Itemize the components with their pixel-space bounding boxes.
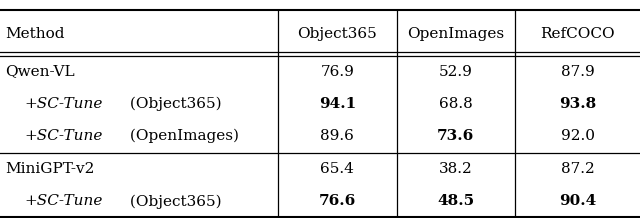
Text: 92.0: 92.0: [561, 129, 595, 143]
Text: Object365: Object365: [298, 27, 377, 41]
Text: 65.4: 65.4: [321, 162, 354, 176]
Text: 73.6: 73.6: [437, 129, 474, 143]
Text: 48.5: 48.5: [437, 194, 474, 208]
Text: Method: Method: [5, 27, 65, 41]
Text: RefCOCO: RefCOCO: [541, 27, 615, 41]
Text: 52.9: 52.9: [439, 65, 472, 78]
Text: +SC-Tune: +SC-Tune: [24, 97, 102, 111]
Text: 94.1: 94.1: [319, 97, 356, 111]
Text: 87.9: 87.9: [561, 65, 595, 78]
Text: OpenImages: OpenImages: [407, 27, 504, 41]
Text: MiniGPT-v2: MiniGPT-v2: [5, 162, 95, 176]
Text: 90.4: 90.4: [559, 194, 596, 208]
Text: 93.8: 93.8: [559, 97, 596, 111]
Text: (OpenImages): (OpenImages): [125, 129, 239, 143]
Text: 38.2: 38.2: [439, 162, 472, 176]
Text: (Object365): (Object365): [125, 194, 222, 209]
Text: 89.6: 89.6: [321, 129, 354, 143]
Text: (Object365): (Object365): [125, 97, 222, 111]
Text: +SC-Tune: +SC-Tune: [24, 129, 102, 143]
Text: 76.6: 76.6: [319, 194, 356, 208]
Text: +SC-Tune: +SC-Tune: [24, 194, 102, 208]
Text: 87.2: 87.2: [561, 162, 595, 176]
Text: 68.8: 68.8: [439, 97, 472, 111]
Text: 76.9: 76.9: [321, 65, 354, 78]
Text: Qwen-VL: Qwen-VL: [5, 65, 75, 78]
